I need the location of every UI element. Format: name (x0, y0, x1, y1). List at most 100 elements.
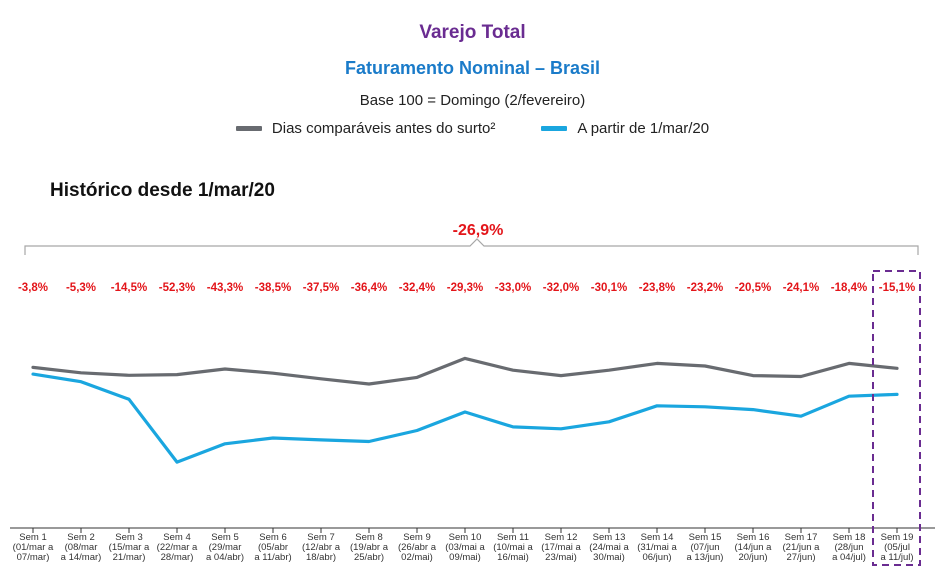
x-tick-label: 07/mar) (17, 552, 50, 563)
x-tick-label: Sem 14 (641, 532, 674, 543)
legend: Dias comparáveis antes do surto² A parti… (0, 120, 945, 137)
data-point (847, 362, 851, 365)
x-tick-label: 09/mai) (449, 552, 481, 563)
x-tick-label: Sem 2 (67, 532, 94, 543)
data-point (655, 362, 659, 365)
data-point (175, 373, 179, 376)
data-point (463, 357, 467, 360)
data-point (607, 369, 611, 372)
x-tick-label: Sem 17 (785, 532, 818, 543)
x-tick-label: a 11/jul) (880, 552, 913, 563)
x-tick-label: Sem 10 (449, 532, 482, 543)
weekly-change-label: -38,5% (255, 282, 291, 294)
data-point (895, 393, 899, 396)
weekly-change-label: -23,8% (639, 282, 675, 294)
x-tick-label: (03/mai a (445, 542, 485, 553)
data-point (703, 405, 707, 408)
weekly-change-label: -5,3% (66, 282, 96, 294)
x-tick-label: Sem 12 (545, 532, 578, 543)
x-tick-label: a 13/jun) (687, 552, 724, 563)
x-tick-label: Sem 16 (737, 532, 770, 543)
x-tick-label: (28/jun (834, 542, 863, 553)
x-tick-label: (05/jul (884, 542, 910, 553)
x-tick-label: (01/mar a (13, 542, 54, 553)
x-tick-label: Sem 4 (163, 532, 190, 543)
x-tick-label: 23/mai) (545, 552, 577, 563)
x-tick-label: (29/mar (209, 542, 242, 553)
data-point (703, 364, 707, 368)
data-point (319, 438, 323, 442)
data-point (127, 398, 131, 401)
data-point (799, 375, 803, 378)
data-point (223, 442, 227, 445)
weekly-change-label: -32,4% (399, 282, 435, 294)
data-point (127, 374, 131, 377)
data-point (79, 371, 83, 374)
x-tick-label: 16/mai) (497, 552, 529, 563)
weekly-change-label: -43,3% (207, 282, 243, 294)
data-point (319, 377, 323, 380)
data-point (463, 410, 467, 414)
data-point (31, 372, 35, 376)
data-point (367, 440, 371, 443)
highlight-rect (872, 270, 921, 566)
x-tick-label: 30/mai) (593, 552, 625, 563)
weekly-change-label: -24,1% (783, 282, 819, 294)
x-tick-label: Sem 7 (307, 532, 334, 543)
weekly-change-label: -37,5% (303, 282, 339, 294)
x-tick-label: (21/jun a (783, 542, 821, 553)
data-point (175, 460, 179, 464)
x-tick-label: a 04/jul) (832, 552, 866, 563)
weekly-change-label: -52,3% (159, 282, 195, 294)
chart-subtitle: Faturamento Nominal – Brasil (344, 58, 601, 78)
weekly-change-label: -23,2% (687, 282, 723, 294)
data-point (655, 404, 659, 407)
x-tick-label: Sem 18 (833, 532, 866, 543)
weekly-change-label: -14,5% (111, 282, 147, 294)
weekly-change-label: -18,4% (831, 282, 867, 294)
x-tick-label: Sem 6 (259, 532, 286, 543)
x-tick-label: (17/mai a (541, 542, 581, 553)
legend-item-after: A partir de 1/mar/20 (541, 120, 709, 137)
x-tick-label: 02/mai) (401, 552, 433, 563)
x-tick-label: 25/abr) (354, 552, 384, 563)
x-tick-label: Sem 3 (115, 532, 142, 543)
weekly-change-label: -32,0% (543, 282, 579, 294)
x-tick-label: a 04/abr) (206, 552, 244, 563)
data-point (271, 436, 275, 440)
data-point (799, 415, 803, 418)
x-tick-label: (07/jun (690, 542, 719, 553)
x-tick-label: a 14/mar) (61, 552, 102, 563)
x-tick-label: (24/mai a (589, 542, 629, 553)
total-bracket (24, 238, 919, 255)
section-title: Histórico desde 1/mar/20 (50, 180, 275, 201)
weekly-change-label: -20,5% (735, 282, 771, 294)
legend-label-before: Dias comparáveis antes do surto² (271, 120, 496, 137)
data-point (559, 427, 563, 430)
weekly-change-label: -3,8% (18, 282, 48, 294)
x-tick-label: (15/mar a (109, 542, 150, 553)
weekly-change-label: -29,3% (447, 282, 483, 294)
x-tick-label: Sem 13 (593, 532, 626, 543)
weekly-change-label: -15,1% (879, 282, 915, 294)
data-point (415, 429, 419, 432)
x-tick-label: 27/jun) (786, 552, 815, 563)
total-change-label: -26,9% (453, 222, 504, 239)
data-point (559, 374, 563, 377)
x-tick-label: Sem 15 (689, 532, 722, 543)
x-tick-label: (22/mar a (157, 542, 198, 553)
bracket-path (24, 238, 919, 255)
data-point (847, 395, 851, 398)
data-point (511, 369, 515, 372)
weekly-change-label: -30,1% (591, 282, 627, 294)
x-tick-label: Sem 19 (881, 532, 914, 543)
data-point (751, 408, 755, 411)
x-tick-label: (08/mar (65, 542, 98, 553)
data-point (607, 420, 611, 423)
weekly-change-label: -36,4% (351, 282, 387, 294)
x-tick-label: (14/jun a (735, 542, 773, 553)
x-tick-label: (10/mai a (493, 542, 533, 553)
x-tick-label: 06/jun) (642, 552, 671, 563)
x-tick-label: (05/abr (258, 542, 288, 553)
